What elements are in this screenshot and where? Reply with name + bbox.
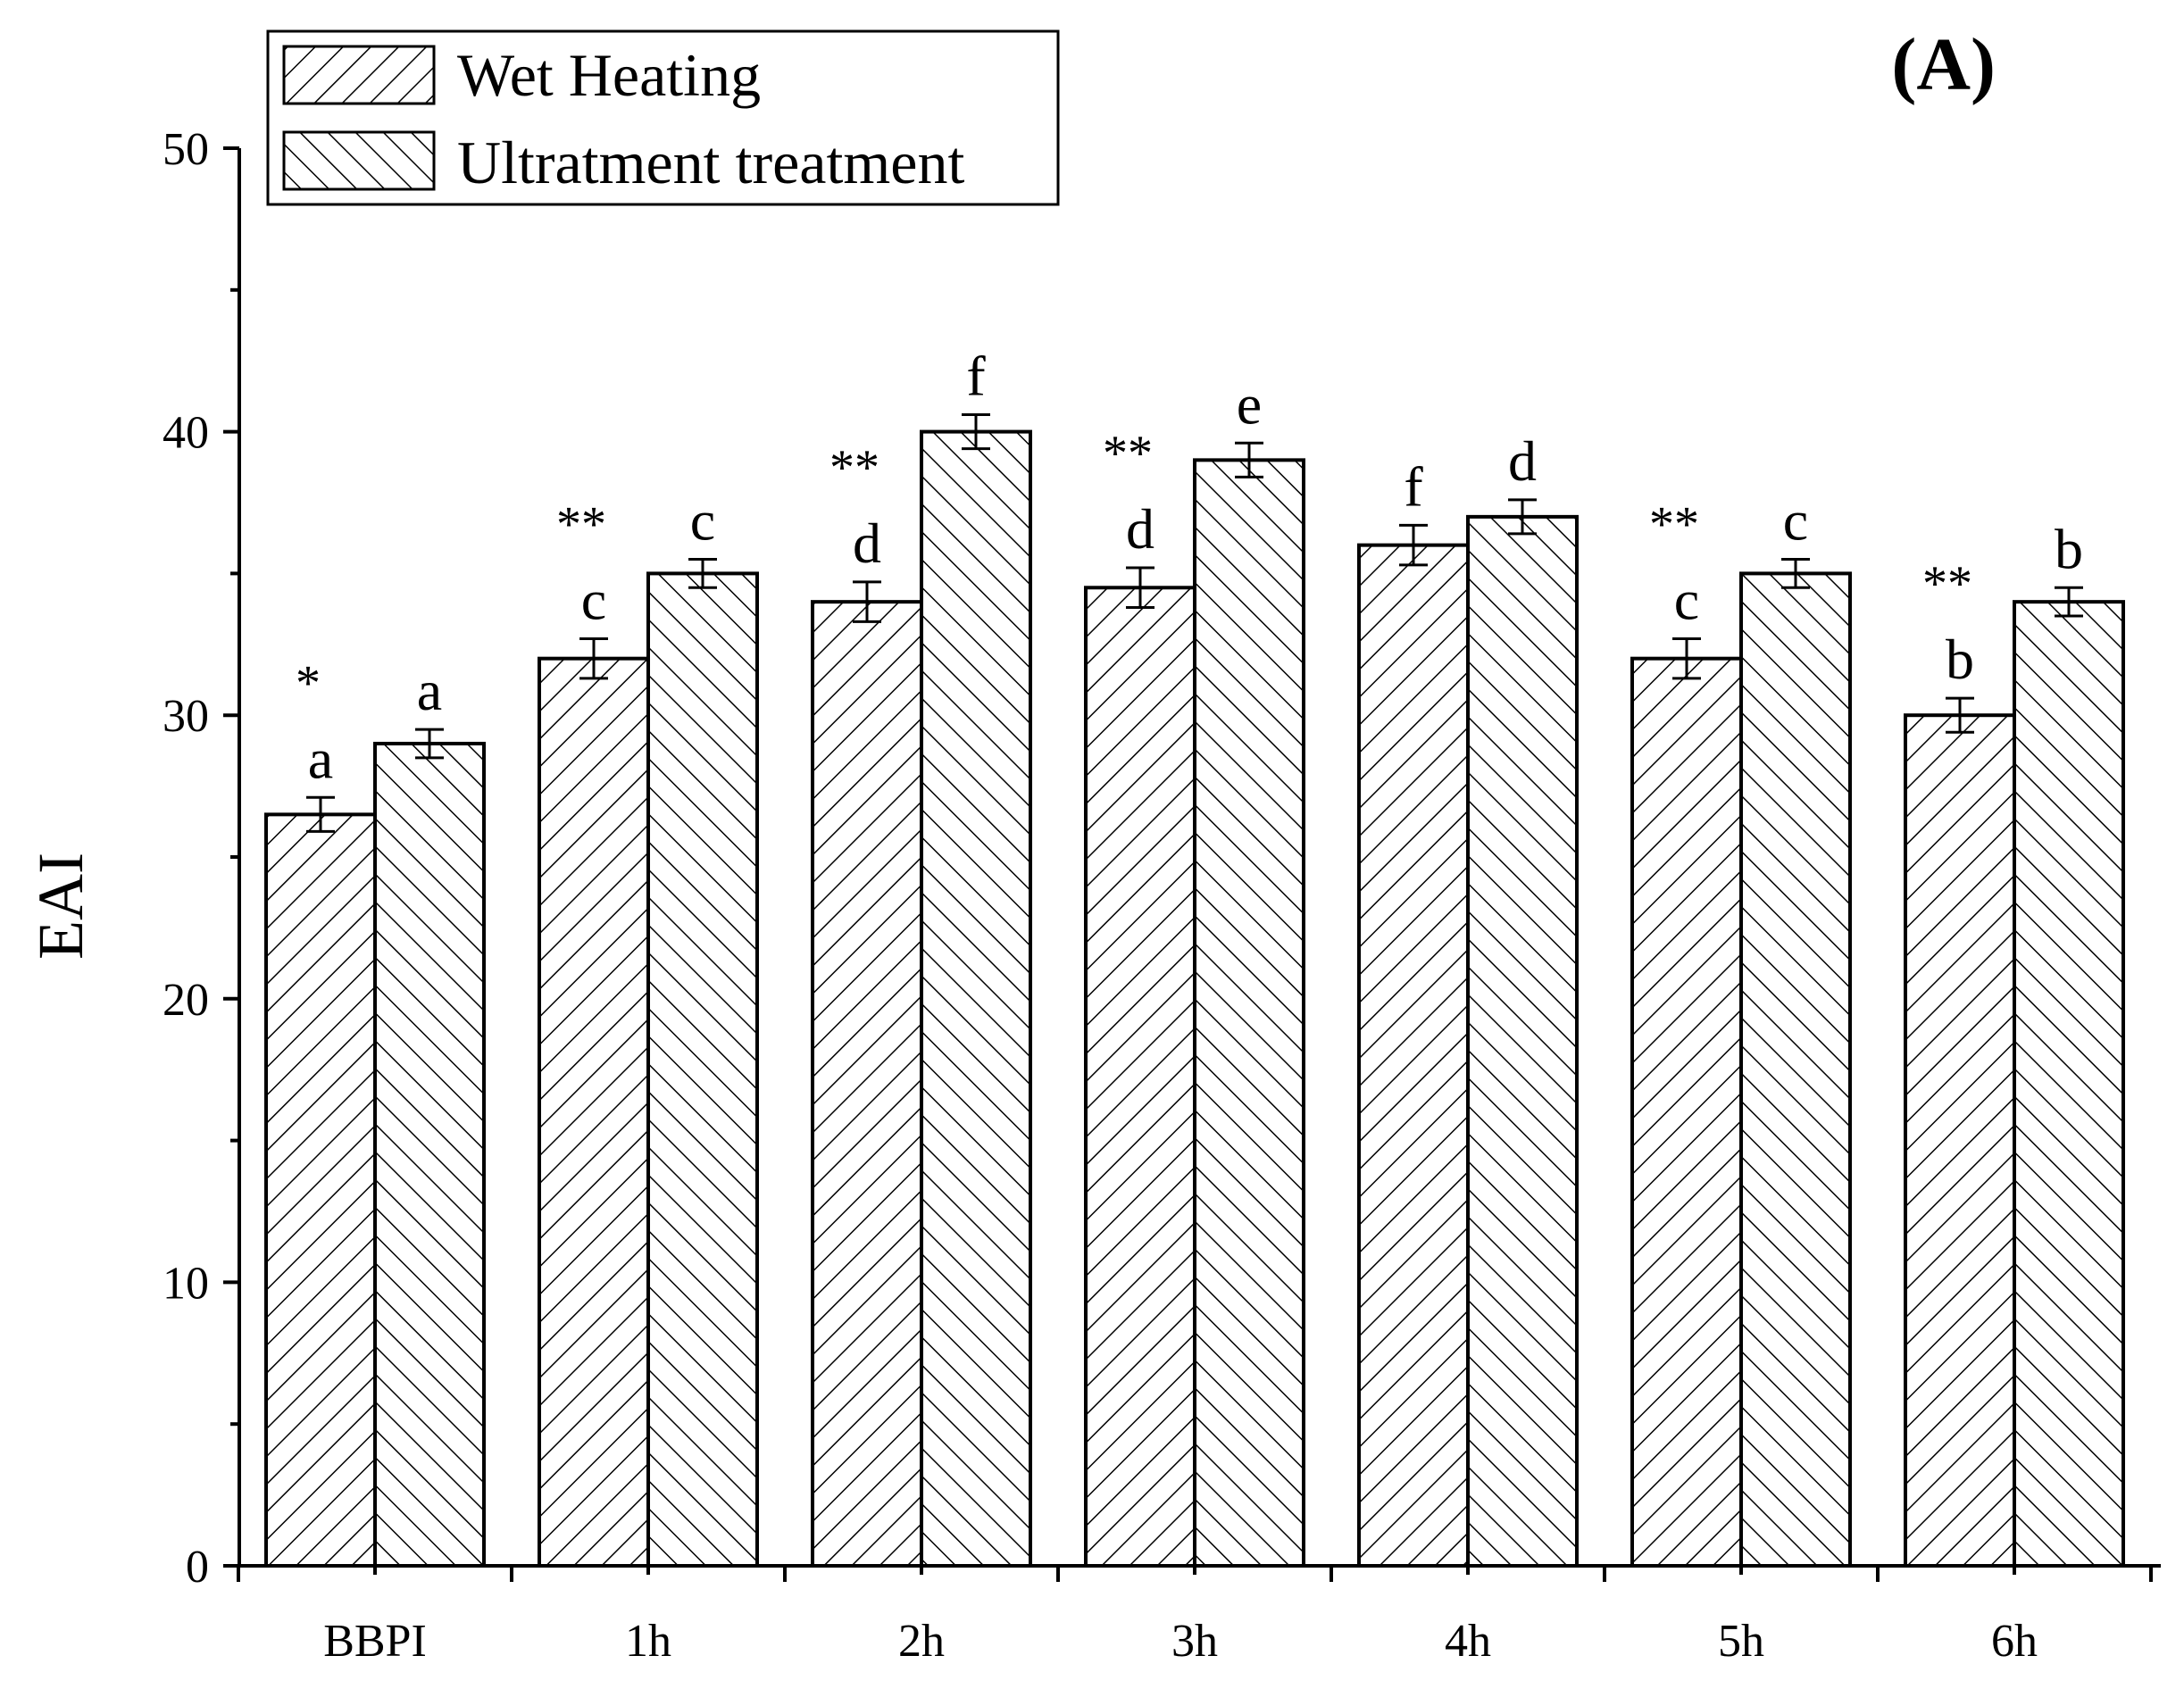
y-ticks: 0 10 20 30 40 50 — [163, 124, 239, 1593]
y-tick-label-30: 30 — [163, 691, 209, 742]
bars-layer — [264, 429, 2125, 1568]
y-axis-label: EAI — [25, 853, 96, 960]
legend-swatch-ultratment — [282, 130, 436, 191]
legend-label-wet-heating: Wet Heating — [457, 41, 761, 109]
bar-wet-heating-BBPI — [264, 812, 377, 1568]
bar-wet-heating-2h — [811, 600, 923, 1568]
x-tick-label-4h: 4h — [1445, 1616, 1491, 1667]
significance-stars: * — [296, 655, 321, 711]
error-bars-layer — [306, 413, 2083, 833]
x-tick-label-3h: 3h — [1171, 1616, 1218, 1667]
legend: Wet Heating Ultratment treatment — [266, 29, 1060, 206]
annotations-layer: a * c ** d ** d ** f c ** b ** a c f e d c b — [296, 345, 2083, 791]
significance-letter: f — [1404, 454, 1423, 518]
significance-letter: c — [581, 568, 606, 631]
significance-letter: e — [1237, 372, 1262, 436]
x-tick-label-1h: 1h — [625, 1616, 671, 1667]
significance-letter: d — [1508, 429, 1537, 493]
significance-letter: b — [2055, 517, 2083, 580]
significance-letter: d — [853, 512, 881, 575]
bar-wet-heating-6h — [1904, 713, 2016, 1568]
x-tick-label-6h: 6h — [1991, 1616, 2038, 1667]
bar-wet-heating-5h — [1630, 656, 1743, 1568]
y-tick-label-40: 40 — [163, 408, 209, 459]
bar-ultratment-3h — [1193, 458, 1305, 1568]
significance-letter: a — [308, 727, 333, 790]
significance-letter: c — [1674, 568, 1699, 631]
y-tick-label-50: 50 — [163, 124, 209, 175]
x-ticks: BBPI 1h 2h 3h 4h 5h 6h — [237, 1566, 2153, 1667]
bar-ultratment-6h — [2013, 600, 2125, 1568]
significance-letter: c — [690, 489, 715, 553]
panel-label: (A) — [1891, 23, 1996, 106]
x-tick-label-BBPI: BBPI — [323, 1616, 427, 1667]
significance-stars: ** — [829, 440, 879, 495]
significance-stars: ** — [1649, 496, 1699, 552]
significance-stars: ** — [1103, 426, 1153, 481]
bar-ultratment-4h — [1466, 514, 1579, 1568]
significance-letter: a — [417, 659, 442, 722]
bar-ultratment-2h — [920, 429, 1032, 1568]
bar-ultratment-5h — [1739, 571, 1852, 1568]
x-tick-label-5h: 5h — [1718, 1616, 1764, 1667]
x-tick-label-2h: 2h — [898, 1616, 945, 1667]
bar-wet-heating-1h — [538, 656, 650, 1568]
significance-letter: b — [1946, 628, 1974, 691]
legend-label-ultratment: Ultratment treatment — [457, 129, 964, 196]
bar-wet-heating-3h — [1084, 586, 1196, 1568]
significance-letter: f — [966, 345, 986, 408]
bar-ultratment-1h — [646, 571, 759, 1568]
legend-swatch-wet-heating — [282, 45, 436, 105]
bar-wet-heating-4h — [1357, 543, 1470, 1568]
significance-letter: d — [1126, 497, 1155, 561]
significance-stars: ** — [1922, 556, 1972, 612]
y-tick-label-10: 10 — [163, 1258, 209, 1309]
significance-stars: ** — [556, 496, 606, 552]
significance-letter: c — [1783, 489, 1808, 553]
bar-ultratment-BBPI — [373, 741, 486, 1568]
y-tick-label-0: 0 — [186, 1542, 209, 1593]
y-tick-label-20: 20 — [163, 975, 209, 1026]
